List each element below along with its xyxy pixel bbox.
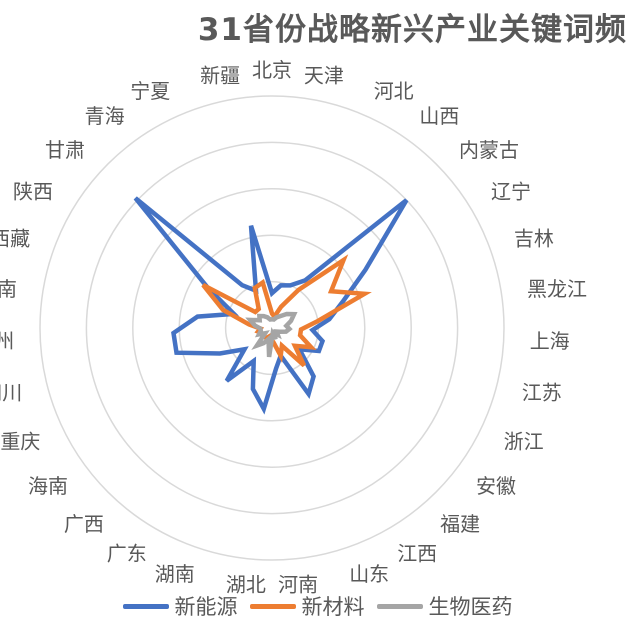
axis-label: 北京 [252, 58, 292, 82]
chart-title: 31省份战略新兴产业关键词频 [197, 12, 627, 48]
axis-label: 西藏 [0, 226, 30, 250]
axis-label: 辽宁 [491, 180, 531, 204]
axis-label: 山东 [349, 562, 389, 586]
legend-label: 生物医药 [428, 595, 513, 619]
axis-label: 湖南 [155, 562, 195, 586]
axis-label: 江苏 [522, 381, 562, 405]
axis-label: 陕西 [13, 180, 53, 204]
legend-item: 生物医药 [376, 591, 513, 621]
grid-ring-3 [132, 188, 412, 468]
series-line-1 [133, 196, 409, 415]
legend-swatch [122, 603, 169, 609]
axis-label: 广西 [64, 512, 104, 536]
axis-label: 河北 [374, 79, 414, 103]
axis-label: 云南 [0, 277, 17, 301]
axis-label: 山西 [419, 104, 459, 128]
legend-item: 新材料 [249, 591, 365, 621]
axis-label: 广东 [107, 542, 147, 566]
axis-label: 贵州 [0, 329, 14, 353]
axis-label: 海南 [28, 474, 68, 498]
radar-series [133, 196, 409, 415]
legend-item: 新能源 [122, 591, 238, 621]
axis-label: 内蒙古 [459, 138, 519, 162]
axis-label: 重庆 [0, 430, 40, 454]
axis-label: 四川 [0, 381, 22, 405]
axis-label: 青海 [85, 104, 125, 128]
radar-grid [39, 95, 505, 561]
axis-label: 湖北 [226, 573, 266, 597]
grid-ring-5 [39, 95, 505, 561]
grid-ring-4 [85, 141, 459, 515]
axis-label: 河南 [278, 573, 318, 597]
axis-label: 新疆 [200, 63, 240, 87]
axis-label: 安徽 [476, 474, 516, 498]
axis-label: 上海 [530, 329, 570, 353]
axis-label: 黑龙江 [527, 277, 587, 301]
axis-label: 福建 [440, 512, 480, 536]
axis-label: 吉林 [514, 226, 554, 250]
axis-label: 浙江 [504, 430, 544, 454]
series-line-3 [245, 311, 298, 358]
legend-swatch [376, 603, 423, 609]
legend-swatch [249, 603, 296, 609]
axis-label: 宁夏 [130, 79, 170, 103]
legend: 新能源 新材料 生物医药 [0, 590, 635, 622]
axis-label: 江西 [397, 542, 437, 566]
axis-label: 甘肃 [45, 138, 85, 162]
legend-label: 新材料 [301, 595, 365, 619]
legend-label: 新能源 [174, 595, 238, 619]
axis-label: 天津 [304, 63, 344, 87]
